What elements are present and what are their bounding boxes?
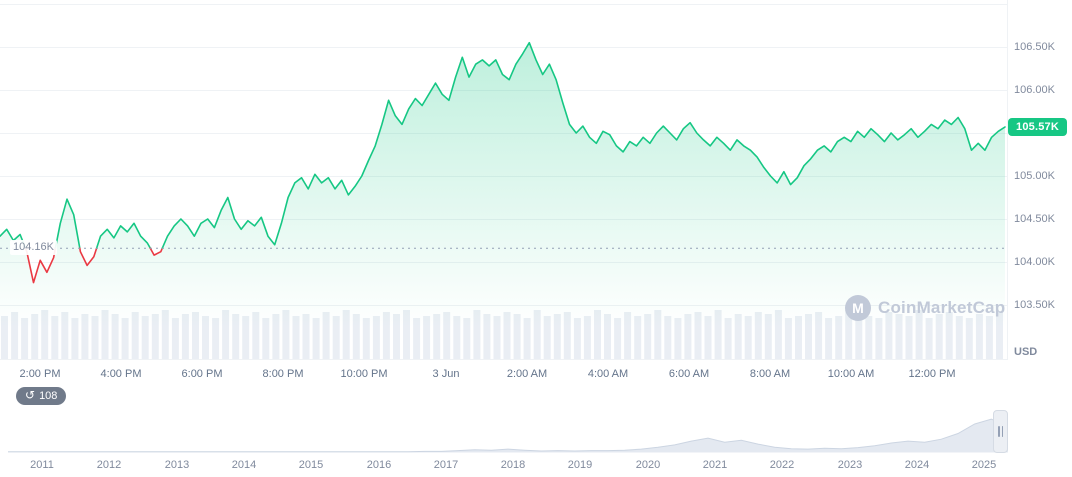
y-tick-label: 103.50K: [1014, 299, 1055, 311]
x-tick-label: 8:00 AM: [749, 368, 791, 380]
x-tick-label: 10:00 AM: [827, 368, 875, 380]
price-line-below-prev-close: [79, 247, 98, 267]
year-label: 2022: [769, 459, 795, 471]
year-label: 2021: [702, 459, 728, 471]
year-label: 2017: [433, 459, 459, 471]
y-tick-label: 104.00K: [1014, 256, 1055, 268]
price-line: [95, 222, 152, 249]
x-tick-label: 2:00 AM: [506, 368, 548, 380]
x-tick-label: 12:00 PM: [908, 368, 956, 380]
coinmarketcap-watermark: M CoinMarketCap: [845, 295, 1005, 321]
x-tick-label: 3 Jun: [432, 368, 460, 380]
year-label: 2014: [231, 459, 257, 471]
price-area-fill: [0, 42, 1005, 360]
range-navigator-chart[interactable]: [8, 410, 1008, 453]
price-line: [161, 41, 1006, 249]
x-tick-label: 8:00 PM: [262, 368, 304, 380]
y-tick-label: 106.00K: [1014, 84, 1055, 96]
year-label: 2012: [96, 459, 122, 471]
year-label: 2011: [30, 459, 54, 471]
y-tick-label: 106.50K: [1014, 41, 1055, 53]
handle-grip-bar: [998, 426, 1000, 437]
usd-unit-label: USD: [1014, 346, 1038, 358]
coinmarketcap-logo-icon: M: [845, 295, 871, 321]
price-line-below-prev-close: [149, 247, 164, 256]
x-tick-label: 6:00 PM: [181, 368, 223, 380]
y-tick-label: 104.50K: [1014, 213, 1055, 225]
x-tick-label: 6:00 AM: [668, 368, 710, 380]
navigator-line: [8, 418, 1008, 453]
x-tick-label: 2:00 PM: [19, 368, 61, 380]
year-label: 2024: [904, 459, 930, 471]
handle-grip-bar: [1001, 426, 1003, 437]
year-label: 2023: [837, 459, 863, 471]
price-chart[interactable]: [0, 0, 1008, 360]
year-label: 2016: [366, 459, 392, 471]
year-label: 2015: [298, 459, 324, 471]
svg-text:M: M: [852, 300, 864, 316]
current-price-badge: 105.57K: [1008, 118, 1067, 136]
x-tick-label: 4:00 AM: [587, 368, 629, 380]
watermark-text: CoinMarketCap: [878, 298, 1006, 317]
history-count-badge[interactable]: ↺ 108: [16, 387, 67, 405]
year-label: 2013: [164, 459, 190, 471]
year-label: 2018: [500, 459, 526, 471]
y-tick-label: 105.00K: [1014, 170, 1055, 182]
year-label: 2020: [635, 459, 661, 471]
year-label: 2025: [971, 459, 997, 471]
price-line: [54, 198, 81, 249]
history-clock-icon: ↺: [25, 388, 36, 402]
history-count: 108: [39, 390, 58, 402]
prev-close-label: 104.16K: [10, 240, 57, 255]
year-label: 2019: [567, 459, 593, 471]
x-tick-label: 4:00 PM: [100, 368, 142, 380]
navigator-resize-handle[interactable]: [993, 410, 1008, 453]
x-tick-label: 10:00 PM: [340, 368, 388, 380]
